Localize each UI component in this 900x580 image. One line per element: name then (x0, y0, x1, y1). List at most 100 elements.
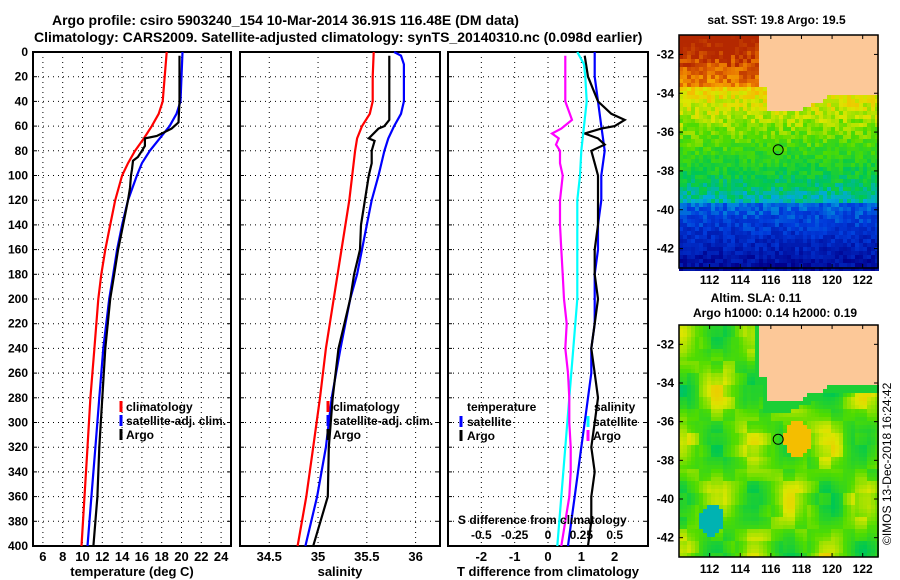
x-tick-label: 22 (194, 549, 208, 564)
argo-position-marker (772, 433, 784, 445)
map-lon-label: 122 (853, 562, 873, 576)
x-tick-label-secondary: 0.25 (570, 528, 594, 542)
y-tick-label: 280 (8, 391, 28, 405)
series-line-climatology (296, 51, 375, 547)
series-line-argo (92, 55, 181, 547)
x-tick-label: 36 (408, 549, 422, 564)
map-lat-label: -36 (657, 415, 675, 429)
y-tick-label: 400 (8, 539, 28, 553)
map-lon-label: 118 (792, 273, 812, 287)
x-tick-label: 20 (174, 549, 188, 564)
y-tick-label: 80 (15, 144, 29, 158)
legend-label: satellite-adj. clim. (333, 414, 433, 428)
legend-label: Argo (593, 429, 621, 443)
page-title: Argo profile: csiro 5903240_154 10-Mar-2… (52, 12, 519, 28)
x-tick-label-secondary: 0.5 (606, 528, 623, 542)
x-tick-label: 18 (154, 549, 168, 564)
y-tick-label: 120 (8, 193, 28, 207)
map-lon-label: 112 (700, 562, 720, 576)
panel-temperature: 0 20 40 60 80 100 120 140 160 180 200 220 240 260 280 3… (8, 45, 232, 579)
map-lat-label: -32 (657, 47, 675, 61)
legend-label: satellite (593, 415, 638, 429)
x-tick-label: 2 (611, 549, 618, 564)
map-frame (678, 324, 879, 558)
y-tick-label: 340 (8, 465, 28, 479)
map-lon-label: 120 (822, 273, 842, 287)
x-tick-label: 6 (39, 549, 46, 564)
y-tick-label: 220 (8, 317, 28, 331)
y-tick-label: 200 (8, 292, 28, 306)
y-tick-label: 40 (15, 94, 29, 108)
map-field (679, 35, 879, 271)
map-lat-label: -34 (657, 86, 675, 100)
x-tick-label-secondary: -0.25 (501, 528, 529, 542)
map-sla-map: -32 -34 -36 -38 -40 -42 112 114 116 118 120 122 Alti… (657, 291, 879, 576)
x-axis-label: temperature (deg C) (70, 564, 194, 579)
map-frame (678, 34, 879, 269)
x-tick-label: 8 (59, 549, 66, 564)
y-tick-label: 20 (15, 70, 29, 84)
map-lon-label: 112 (700, 273, 720, 287)
x-tick-label: 0 (544, 549, 551, 564)
y-tick-label: 160 (8, 243, 28, 257)
y-tick-label: 380 (8, 514, 28, 528)
map-lat-label: -36 (657, 125, 675, 139)
x-tick-label: 1 (578, 549, 585, 564)
panel-salinity: 34.5 35 35.5 36 salinity climatologysatellite… (239, 51, 441, 579)
x-tick-label: 24 (214, 549, 229, 564)
series-line-t-satellite (566, 52, 606, 547)
map-lat-label: -42 (657, 531, 675, 545)
x-axis-label: T difference from climatology (457, 564, 640, 579)
map-lon-label: 120 (822, 562, 842, 576)
map-lat-label: -40 (657, 203, 675, 217)
legend-label: Argo (333, 428, 361, 442)
map-lat-label: -32 (657, 337, 675, 351)
legend-label: Argo (126, 428, 154, 442)
series-line-s-argo (549, 55, 574, 547)
map-lat-label: -42 (657, 242, 675, 256)
map-lat-label: -40 (657, 492, 675, 506)
panel-difference: -2 -1 0 1 2T difference from climatology temp… (447, 51, 649, 579)
map-title: sat. SST: 19.8 Argo: 19.5 (707, 13, 846, 27)
series-line-climatology (80, 51, 168, 547)
map-lat-label: -38 (657, 453, 675, 467)
plot-frame (239, 51, 441, 547)
legend-label: satellite-adj. clim. (126, 414, 226, 428)
legend-title-salinity: salinity (594, 400, 636, 414)
y-tick-label: 360 (8, 490, 28, 504)
map-lon-label: 114 (731, 562, 751, 576)
y-tick-label: 240 (8, 341, 28, 355)
x-axis-label: salinity (318, 564, 364, 579)
x-tick-label: 16 (135, 549, 149, 564)
x-tick-label-secondary: 0 (545, 528, 552, 542)
legend-label: satellite (467, 415, 512, 429)
map-subtitle: Argo h1000: 0.14 h2000: 0.19 (693, 306, 857, 320)
y-tick-label: 180 (8, 267, 28, 281)
x-tick-label: 35 (311, 549, 325, 564)
map-title: Altim. SLA: 0.11 (711, 291, 802, 305)
series-line-t-argo (581, 55, 628, 547)
x-tick-label: 34.5 (257, 549, 282, 564)
map-lat-label: -34 (657, 376, 675, 390)
legend-label: climatology (333, 400, 400, 414)
legend-title-temperature: temperature (467, 400, 537, 414)
argo-position-marker (772, 144, 784, 156)
map-field (679, 325, 879, 557)
map-lon-label: 116 (761, 562, 781, 576)
y-tick-label: 320 (8, 440, 28, 454)
y-tick-label: 300 (8, 416, 28, 430)
map-sst-map: -32 -34 -36 -38 -40 -42 112 114 116 118 120 122 sat.… (657, 13, 879, 287)
map-lat-label: -38 (657, 164, 675, 178)
y-tick-label: 140 (8, 218, 28, 232)
y-tick-label: 260 (8, 366, 28, 380)
series-line-argo (312, 55, 391, 547)
map-lon-label: 118 (792, 562, 812, 576)
legend-label: Argo (467, 429, 495, 443)
x-tick-label-secondary: -0.5 (471, 528, 492, 542)
x-tick-label: 35.5 (354, 549, 379, 564)
plot-frame (447, 51, 649, 547)
x-tick-label: -2 (476, 549, 488, 564)
x-tick-label: 10 (75, 549, 89, 564)
page-subtitle: Climatology: CARS2009. Satellite-adjuste… (34, 29, 643, 45)
